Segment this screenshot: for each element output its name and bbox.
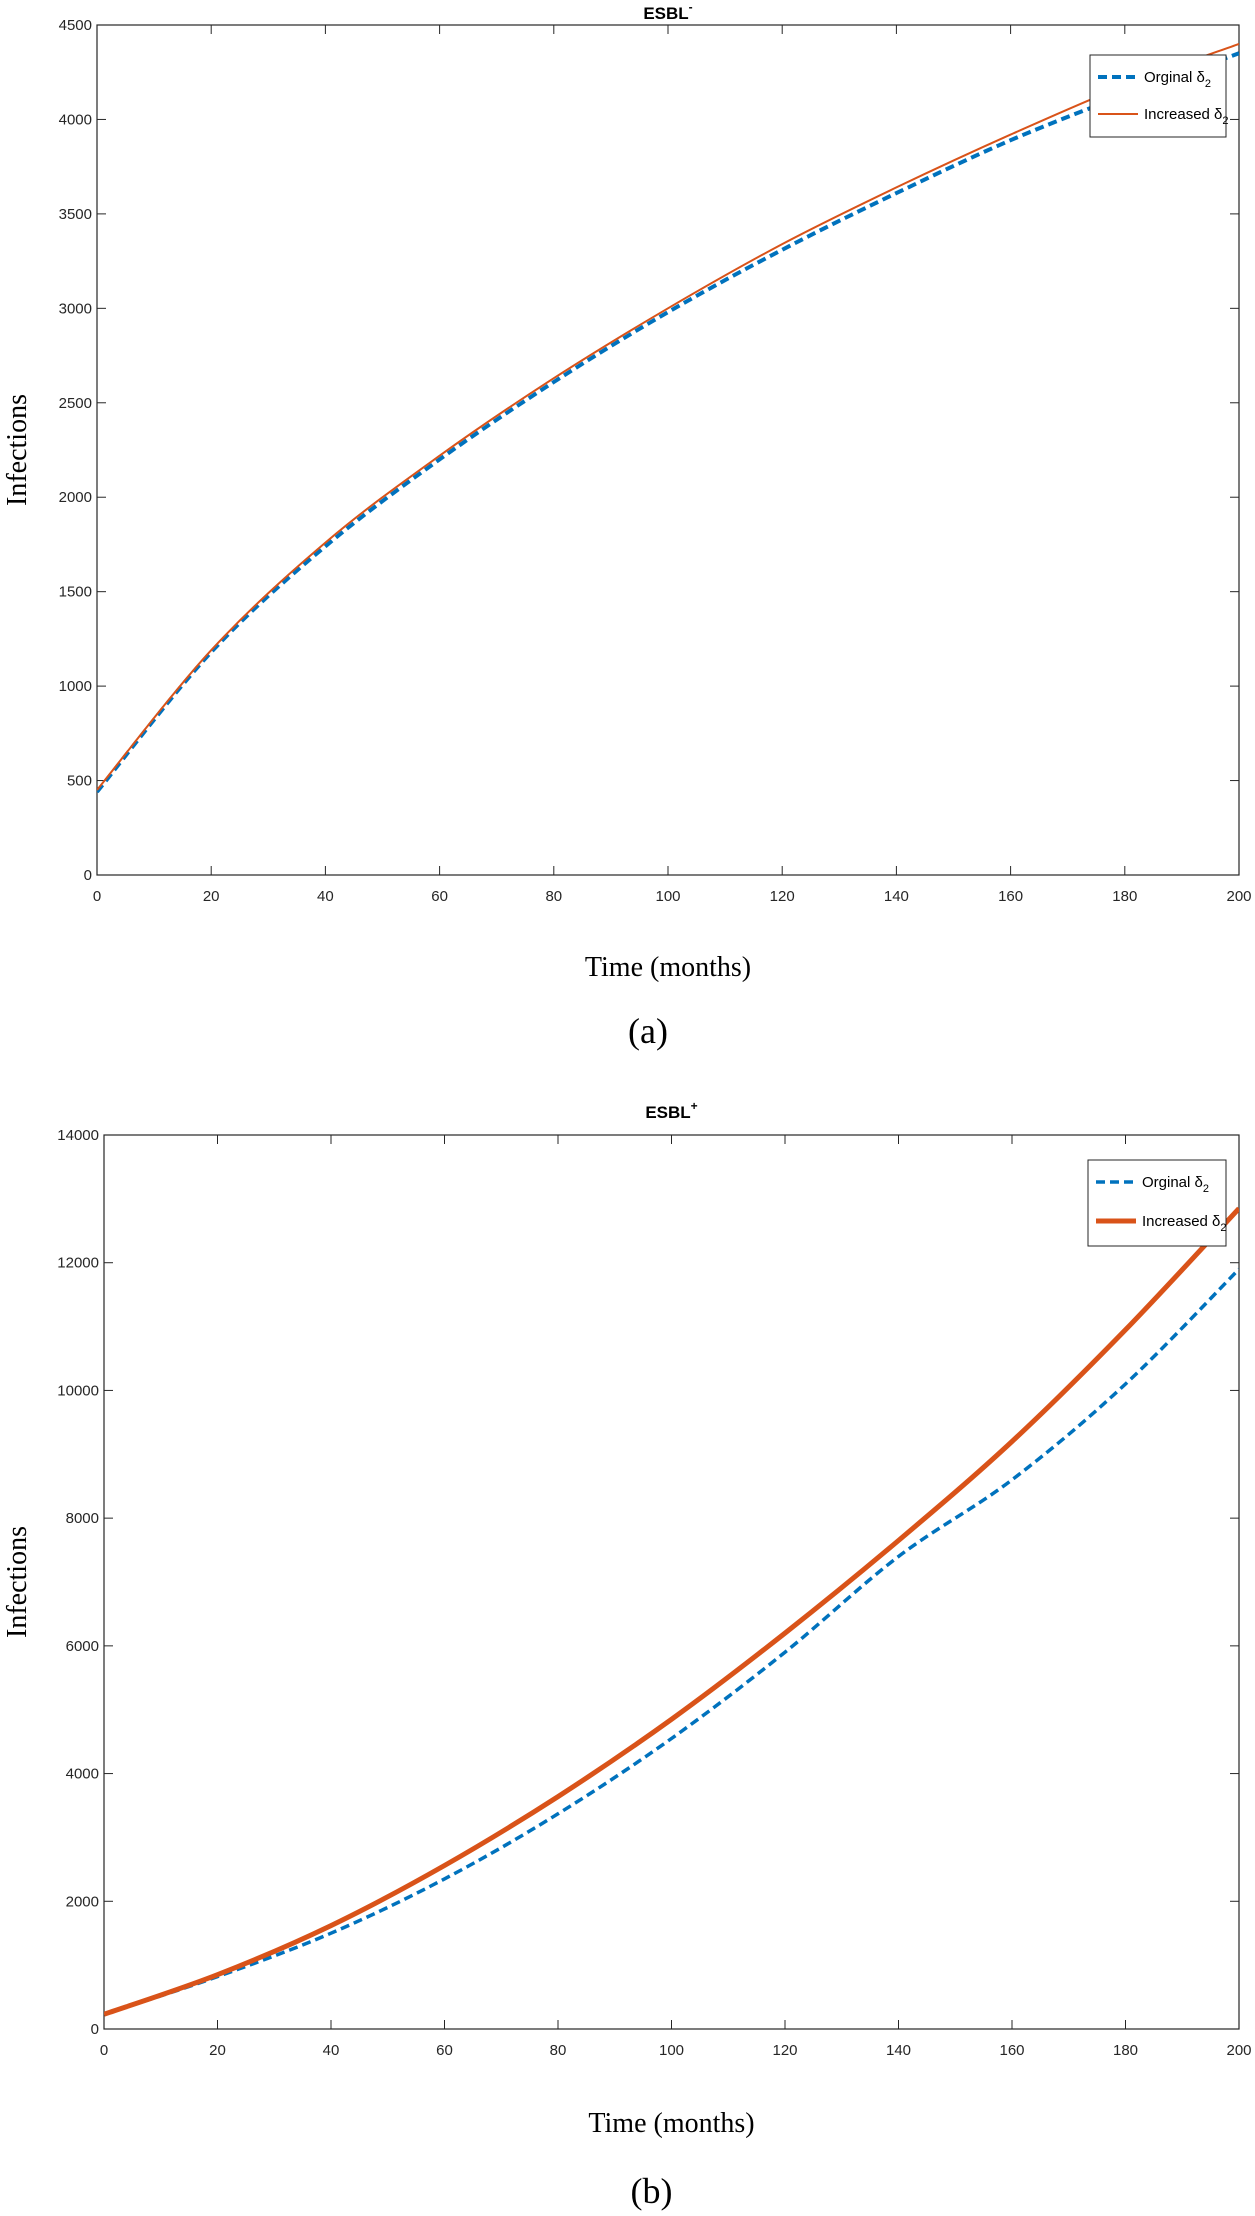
legend-box <box>1087 1159 1227 1247</box>
x-axis-label: Time (months) <box>588 2108 754 2139</box>
x-tick-label: 180 <box>1112 888 1137 905</box>
y-tick-label: 3000 <box>59 300 92 317</box>
chart-title: ESBL+ <box>645 1099 697 1122</box>
chart-title-superscript: + <box>691 1099 698 1113</box>
y-tick-label: 500 <box>67 773 92 790</box>
legend-label-original: Orginal δ2 <box>1144 69 1211 90</box>
x-tick-label: 0 <box>100 2042 108 2059</box>
x-tick-label: 100 <box>655 888 680 905</box>
y-tick-label: 6000 <box>66 1638 99 1655</box>
legend-label-text: Increased δ <box>1144 106 1222 123</box>
x-tick-label: 80 <box>550 2042 567 2059</box>
x-tick-label: 20 <box>209 2042 226 2059</box>
y-tick-label: 1000 <box>59 678 92 695</box>
series-line-original <box>97 51 1239 794</box>
legend-label-increased: Increased δ2 <box>1142 1213 1227 1234</box>
x-tick-label: 60 <box>431 888 448 905</box>
panel-caption: (b) <box>631 2171 673 2211</box>
x-tick-label: 40 <box>317 888 334 905</box>
series-line-increased <box>97 42 1239 791</box>
y-tick-label: 12000 <box>57 1255 99 1272</box>
y-tick-label: 0 <box>84 867 92 884</box>
y-tick-label: 0 <box>91 2021 99 2038</box>
y-tick-label: 2500 <box>59 395 92 412</box>
x-tick-label: 100 <box>659 2042 684 2059</box>
y-tick-label: 10000 <box>57 1382 99 1399</box>
panel-b: 0 20 40 60 80 100 120 140 160 180 2000200040006000… <box>2 1099 1252 2211</box>
x-tick-label: 120 <box>770 888 795 905</box>
x-tick-label: 160 <box>999 2042 1024 2059</box>
chart-title-text: ESBL <box>645 1103 690 1122</box>
legend-label-original: Orginal δ2 <box>1142 1174 1209 1195</box>
series-line-original <box>104 1267 1239 2016</box>
x-tick-label: 20 <box>203 888 220 905</box>
x-tick-label: 40 <box>323 2042 340 2059</box>
x-tick-label: 0 <box>93 888 101 905</box>
y-tick-label: 4000 <box>59 111 92 128</box>
y-tick-label: 8000 <box>66 1510 99 1527</box>
y-tick-label: 2000 <box>59 489 92 506</box>
y-axis-label: Infections <box>2 394 33 506</box>
y-tick-label: 4500 <box>59 17 92 34</box>
y-tick-label: 2000 <box>66 1893 99 1910</box>
legend-label-subscript: 2 <box>1205 78 1211 90</box>
x-tick-label: 160 <box>998 888 1023 905</box>
chart-title: ESBL- <box>643 0 692 23</box>
panel-a: 0 20 40 60 80 100 120 140 160 180 2000500100015002… <box>2 0 1252 1051</box>
y-tick-label: 1500 <box>59 584 92 601</box>
legend-label-increased: Increased δ2 <box>1144 106 1229 127</box>
x-tick-label: 180 <box>1113 2042 1138 2059</box>
legend-label-subscript: 2 <box>1222 115 1228 127</box>
x-tick-label: 80 <box>545 888 562 905</box>
y-tick-label: 3500 <box>59 206 92 223</box>
x-tick-label: 140 <box>884 888 909 905</box>
chart-title-text: ESBL <box>643 4 688 23</box>
legend-label-text: Orginal δ <box>1144 69 1205 86</box>
x-tick-label: 120 <box>772 2042 797 2059</box>
x-axis-label: Time (months) <box>585 952 751 983</box>
plot-area <box>103 1134 1240 2030</box>
x-tick-label: 200 <box>1226 888 1251 905</box>
x-tick-label: 60 <box>436 2042 453 2059</box>
x-tick-label: 140 <box>886 2042 911 2059</box>
legend-label-subscript: 2 <box>1203 1183 1209 1195</box>
series-line-increased <box>104 1206 1239 2017</box>
y-axis-label: Infections <box>2 1526 33 1638</box>
chart-title-superscript: - <box>689 0 693 14</box>
legend-label-text: Orginal δ <box>1142 1174 1203 1191</box>
plot-area <box>96 24 1240 876</box>
legend-label-text: Increased δ <box>1142 1213 1220 1230</box>
legend-label-subscript: 2 <box>1220 1222 1226 1234</box>
x-tick-label: 200 <box>1226 2042 1251 2059</box>
y-tick-label: 4000 <box>66 1766 99 1783</box>
panel-caption: (a) <box>628 1011 668 1051</box>
legend-box <box>1089 54 1227 138</box>
y-tick-label: 14000 <box>57 1127 99 1144</box>
